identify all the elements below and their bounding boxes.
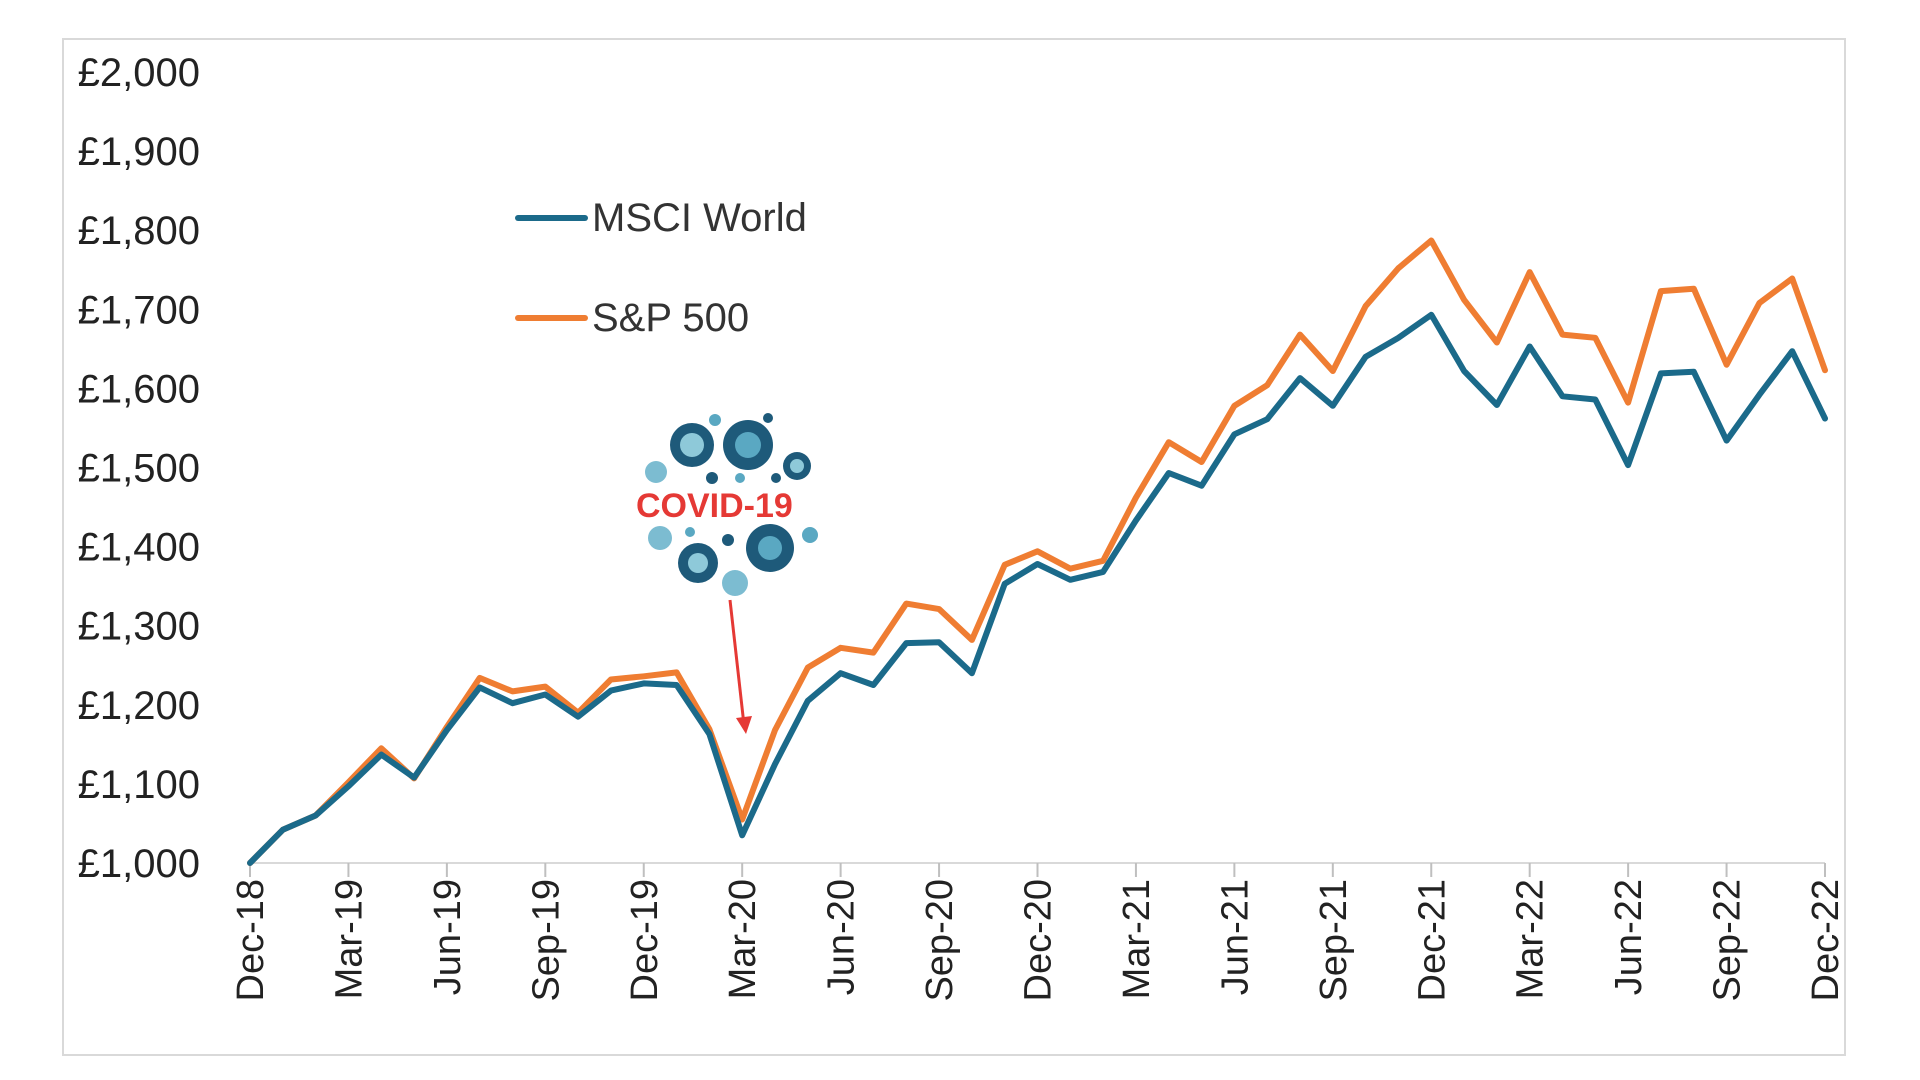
x-tick-label: Mar-20 <box>722 879 764 999</box>
y-tick-label: £1,200 <box>78 684 200 728</box>
covid-label: COVID-19 <box>636 487 793 525</box>
x-tick-label: Sep-22 <box>1707 879 1749 1002</box>
y-tick-label: £1,600 <box>78 367 200 411</box>
x-tick-label: Mar-21 <box>1116 879 1158 999</box>
x-tick-label: Jun-22 <box>1608 879 1650 995</box>
series-lines <box>247 237 1828 866</box>
y-tick-label: £1,800 <box>78 209 200 253</box>
x-tick-label: Jun-20 <box>821 879 863 995</box>
y-tick-label: £1,500 <box>78 447 200 491</box>
x-tick-label: Dec-19 <box>624 879 666 1002</box>
x-tick-label: Sep-21 <box>1313 879 1355 1002</box>
x-tick-label: Mar-19 <box>328 879 370 999</box>
x-tick-label: Jun-21 <box>1214 879 1256 995</box>
covid-arrow-head-icon <box>736 716 752 734</box>
legend-label-sp-500: S&P 500 <box>592 296 749 340</box>
legend-label-msci-world: MSCI World <box>592 196 807 240</box>
y-tick-label: £1,900 <box>78 130 200 174</box>
series-line-msci-world <box>247 311 1828 866</box>
chart-frame <box>62 38 1846 1056</box>
x-tick-label: Jun-19 <box>427 879 469 995</box>
x-tick-label: Sep-19 <box>525 879 567 1002</box>
x-tick-label: Dec-22 <box>1805 879 1847 1002</box>
x-tick-label: Sep-20 <box>919 879 961 1002</box>
x-tick-label: Dec-18 <box>230 879 272 1002</box>
y-tick-label: £1,300 <box>78 605 200 649</box>
y-tick-label: £2,000 <box>78 51 200 95</box>
y-tick-label: £1,700 <box>78 288 200 332</box>
covid-annotation: COVID-19 <box>636 413 818 734</box>
y-axis-tick-labels: £1,000 £1,100 £1,200 £1,300 £1,400 £1,500 £1,6… <box>78 51 200 886</box>
series-line-sp-500 <box>247 237 1828 866</box>
x-tick-label: Dec-20 <box>1018 879 1060 1002</box>
virus-cluster-icon <box>645 413 818 596</box>
y-tick-label: £1,000 <box>78 842 200 886</box>
x-axis-tick-marks <box>249 863 1826 877</box>
x-tick-label: Mar-22 <box>1510 879 1552 999</box>
y-tick-label: £1,400 <box>78 526 200 570</box>
legend: MSCI World S&P 500 <box>515 196 807 340</box>
y-tick-label: £1,100 <box>78 763 200 807</box>
covid-arrow <box>728 599 746 726</box>
x-axis-tick-labels: Dec-18 Mar-19 Jun-19 Sep-19 Dec-19 Mar-20 Jun-… <box>230 879 1847 1002</box>
x-tick-label: Dec-21 <box>1411 879 1453 1002</box>
